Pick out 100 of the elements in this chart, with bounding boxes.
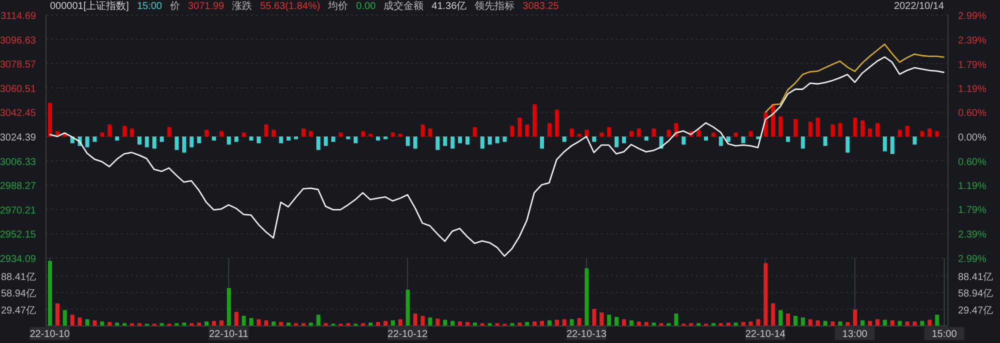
x-tick-label: 22-10-11: [208, 329, 249, 340]
y-tick-label: 3096.63: [0, 35, 36, 46]
bar: [242, 132, 246, 136]
bar: [808, 122, 812, 136]
y-tick-label: 3006.33: [0, 156, 36, 168]
bar: [718, 136, 723, 146]
line-series: [764, 43, 945, 114]
bar: [562, 319, 566, 326]
bar: [62, 310, 67, 326]
y2-tick-label: 2.99%: [958, 254, 986, 265]
bar: [764, 263, 768, 326]
bar: [316, 136, 320, 150]
bar: [636, 128, 641, 136]
bar: [800, 136, 805, 149]
y-tick-label: 58.94亿: [0, 288, 36, 300]
bar: [130, 128, 134, 136]
bar: [234, 312, 238, 326]
bar: [137, 136, 142, 145]
bar: [264, 124, 268, 136]
bar: [152, 136, 156, 149]
text: 0.00: [356, 0, 376, 13]
bar: [420, 316, 425, 326]
bar: [935, 131, 940, 136]
bar: [928, 128, 932, 136]
text: 3071.99: [188, 0, 224, 13]
bar: [92, 136, 97, 142]
y2-tick-label: 1.19%: [958, 84, 986, 96]
bar: [182, 136, 186, 153]
y-tick-label: 88.41亿: [0, 272, 36, 283]
bar: [167, 127, 172, 136]
bar: [226, 288, 231, 326]
text: 15:00: [136, 0, 162, 13]
bar: [607, 314, 612, 326]
bar: [436, 136, 440, 150]
bar: [398, 134, 402, 136]
y-tick-label: 29.47亿: [0, 305, 36, 316]
bar: [85, 319, 90, 326]
text: 41.36亿: [432, 0, 467, 13]
text: 领先指标: [474, 0, 515, 13]
bar: [786, 314, 790, 326]
bar: [935, 314, 940, 326]
bar: [234, 136, 238, 142]
bar: [890, 136, 894, 154]
y-tick-label: 2952.15: [0, 230, 36, 241]
bar: [562, 136, 566, 142]
bar: [428, 318, 432, 326]
bar: [249, 318, 254, 326]
bar: [212, 136, 216, 141]
bar: [518, 118, 522, 136]
bar: [338, 132, 343, 136]
text: 涨跌: [232, 0, 252, 13]
bar: [853, 310, 858, 326]
y2-tick-label: 1.79%: [958, 205, 986, 216]
bar: [368, 134, 373, 136]
bar: [420, 124, 425, 136]
bar: [390, 132, 395, 136]
bar: [830, 124, 835, 136]
bar: [622, 136, 626, 144]
bar: [331, 136, 336, 142]
y2-tick-label: 2.39%: [958, 35, 986, 46]
bar: [846, 136, 850, 153]
bar: [398, 319, 402, 326]
bar: [860, 120, 865, 136]
bar: [577, 134, 582, 136]
bar: [48, 260, 52, 326]
bar: [301, 128, 306, 136]
bar: [823, 136, 828, 146]
bar: [532, 104, 537, 136]
bar: [778, 310, 783, 326]
bar: [204, 130, 209, 136]
bar: [816, 118, 820, 136]
bar: [614, 316, 619, 326]
bar: [570, 128, 574, 136]
bar: [570, 319, 574, 326]
bar: [160, 136, 164, 142]
x-tick-label: 22-10-13: [566, 329, 607, 340]
bar: [898, 130, 902, 136]
y2-tick-label: 29.47亿: [958, 305, 994, 316]
x-tick-label: 22-10-14: [745, 329, 786, 340]
y2-tick-label: 58.94亿: [958, 288, 994, 300]
bar: [734, 132, 738, 136]
bar: [324, 136, 328, 146]
bar: [428, 128, 432, 136]
bar: [413, 136, 418, 149]
y2-tick-label: 0.60%: [958, 156, 986, 168]
bar: [443, 136, 448, 146]
bar: [793, 316, 798, 326]
bar: [488, 136, 492, 145]
y-tick-label: 3078.57: [0, 60, 36, 71]
x-tick-label: 22-10-10: [30, 329, 70, 340]
text: 55.63(1.84%): [260, 0, 320, 13]
bar: [197, 136, 202, 144]
bar: [600, 312, 604, 326]
bar: [644, 136, 648, 141]
y-tick-label: 3114.69: [0, 11, 36, 22]
bar: [726, 136, 730, 142]
bar: [85, 136, 90, 148]
bar: [666, 130, 671, 136]
bar: [778, 116, 783, 136]
bar: [584, 268, 589, 326]
